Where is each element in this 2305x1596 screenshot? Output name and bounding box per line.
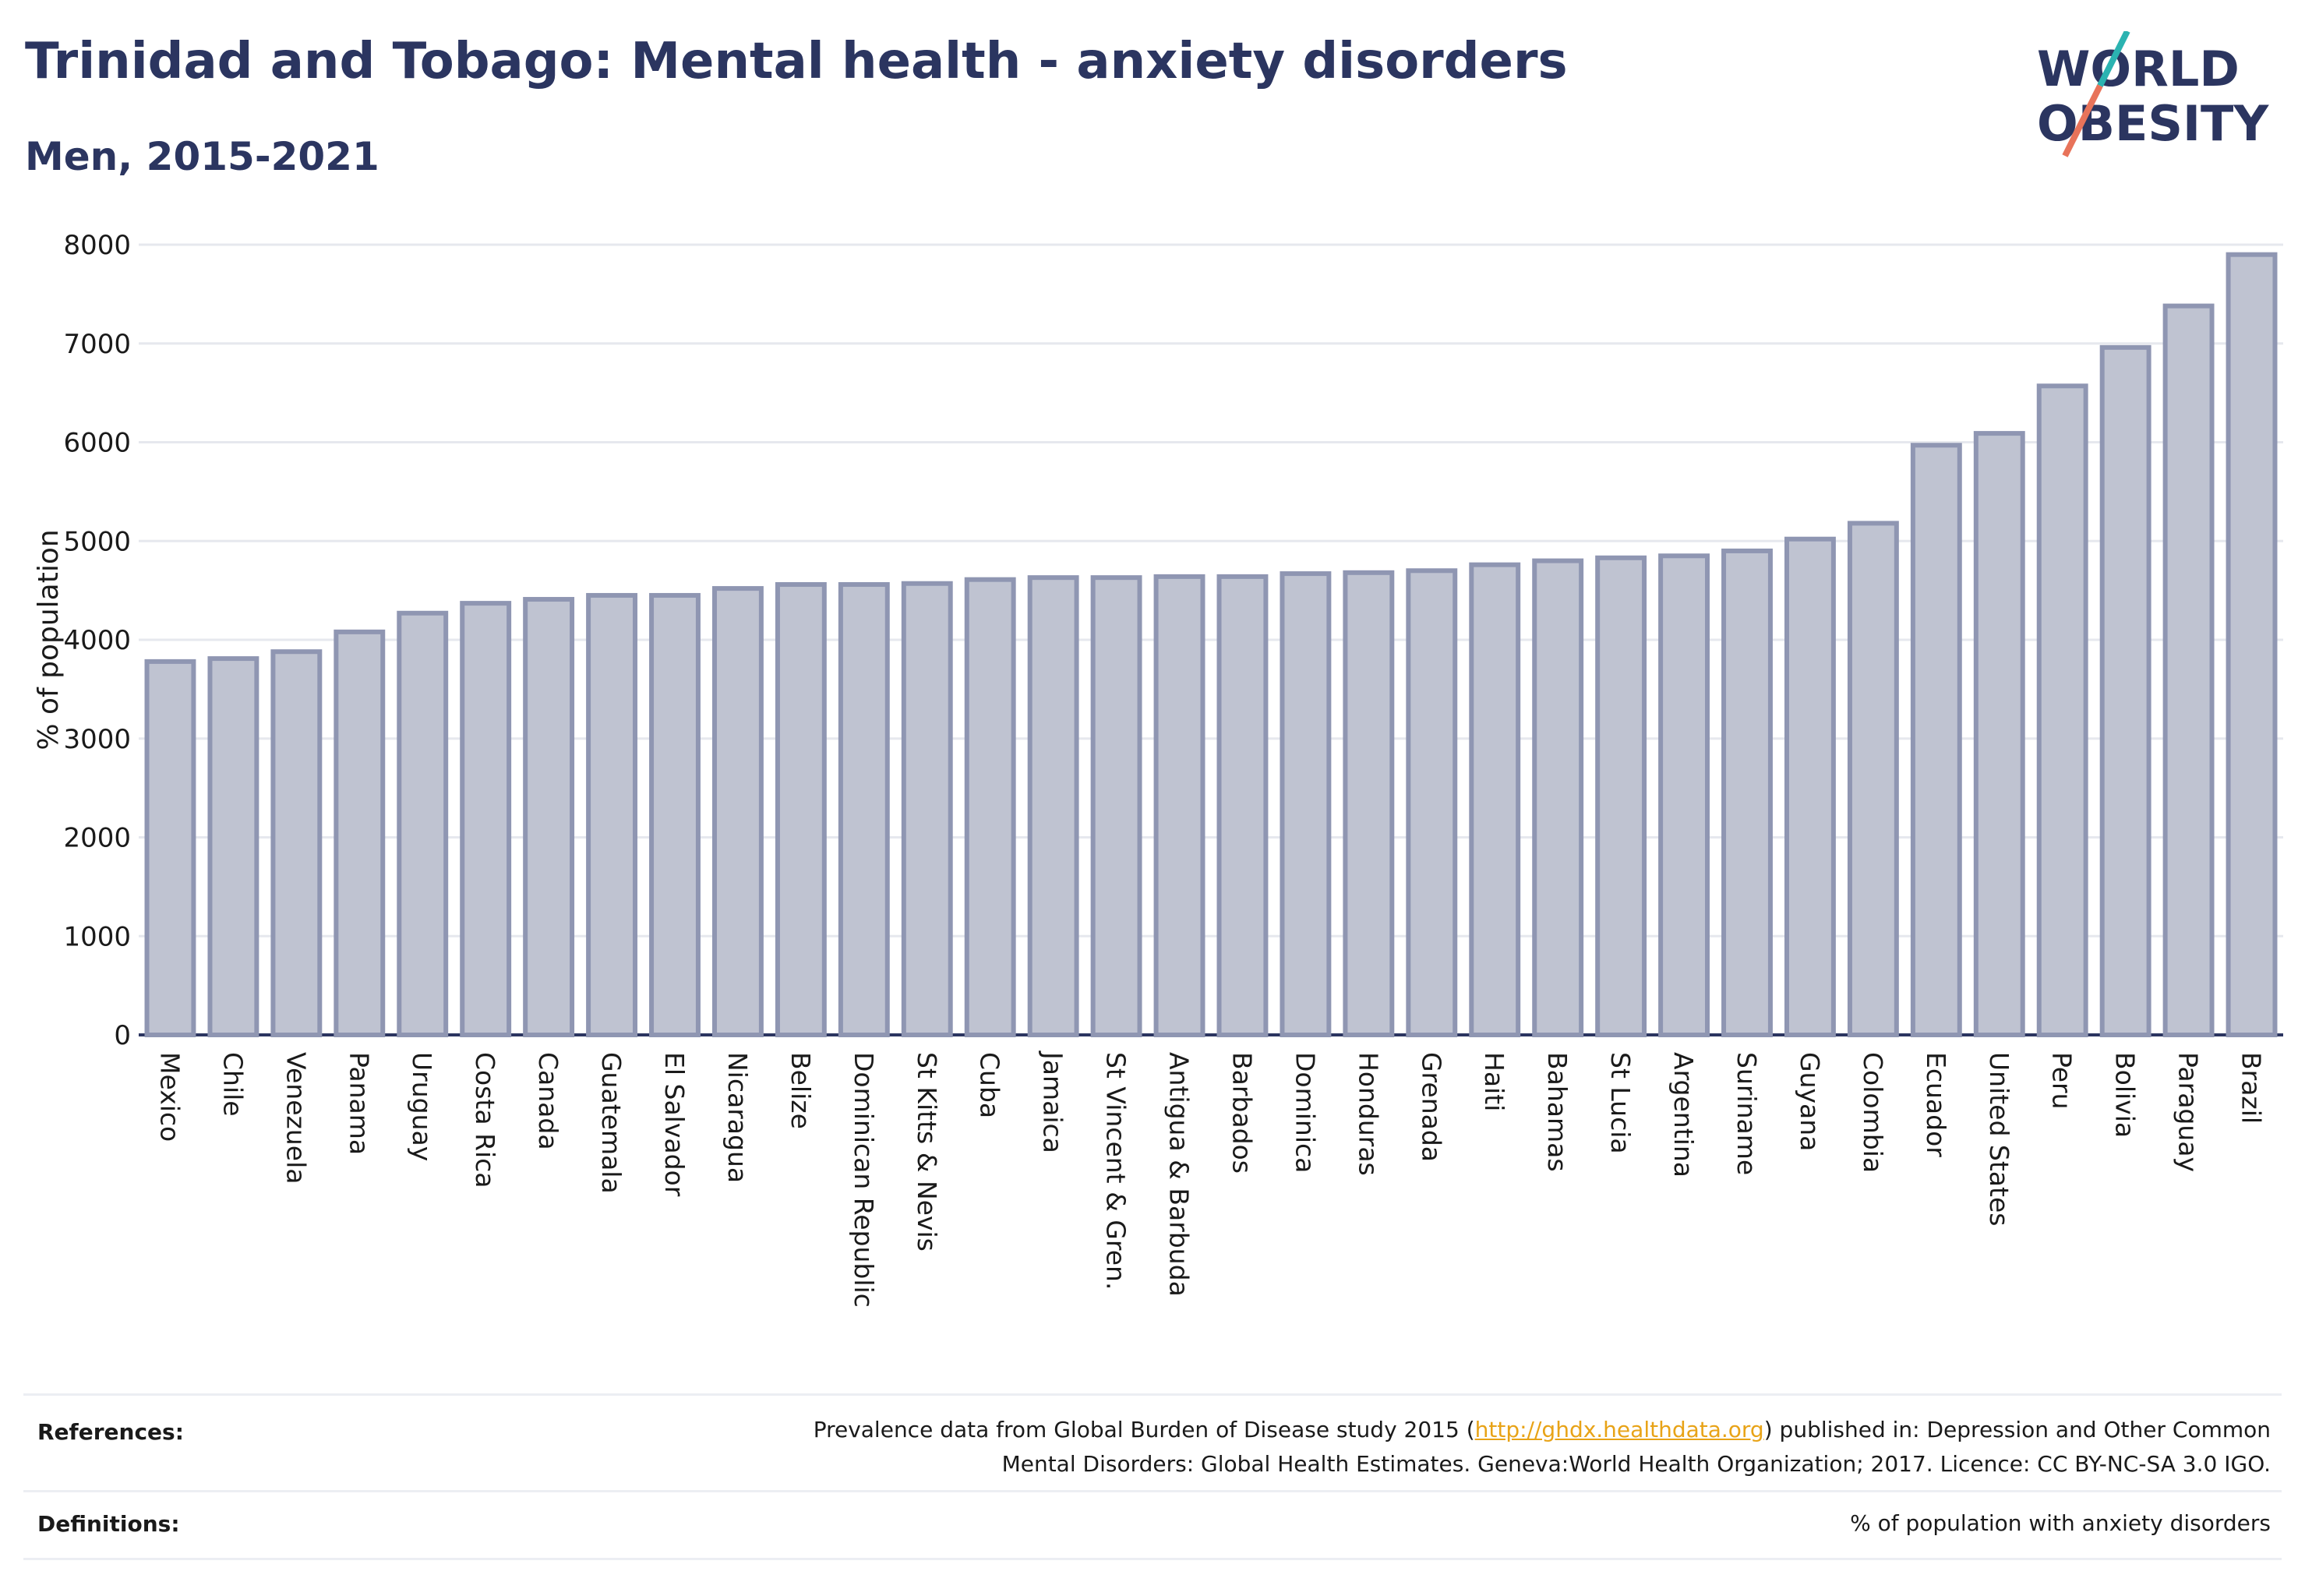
- world-obesity-logo: WORLD OBESITY: [2037, 31, 2269, 157]
- y-tick-label: 6000: [63, 428, 131, 459]
- y-tick-label: 7000: [63, 329, 131, 360]
- bar: [649, 592, 701, 1037]
- x-tick-label: Bahamas: [1542, 1052, 1573, 1172]
- bars: [144, 252, 2278, 1038]
- x-tick-label: United States: [1984, 1052, 2014, 1226]
- x-tick-label: Ecuador: [1921, 1052, 1951, 1157]
- x-tick-label: Paraguay: [2173, 1052, 2204, 1172]
- x-tick-label: Costa Rica: [470, 1052, 500, 1188]
- bar: [964, 577, 1016, 1037]
- bar: [1784, 536, 1836, 1037]
- bar: [901, 581, 953, 1037]
- x-tick-label: Cuba: [975, 1052, 1005, 1118]
- y-tick-label: 8000: [63, 230, 131, 261]
- chart-subtitle: Men, 2015-2021: [25, 134, 379, 179]
- bar: [334, 629, 386, 1037]
- references-link[interactable]: http://ghdx.healthdata.org: [1474, 1417, 1764, 1442]
- y-tick-label: 0: [114, 1020, 131, 1051]
- bar: [1721, 548, 1773, 1037]
- references-text: Prevalence data from Global Burden of Di…: [814, 1413, 2271, 1481]
- x-tick-label: St Lucia: [1605, 1052, 1636, 1154]
- logo-slash-top: [2097, 31, 2130, 87]
- bar: [397, 610, 449, 1037]
- x-tick-label: Dominican Republic: [849, 1052, 879, 1308]
- bar: [2162, 303, 2215, 1037]
- bar: [1406, 568, 1458, 1037]
- x-tick-label: Brazil: [2236, 1052, 2267, 1124]
- x-category-labels: Mexico Chile Venezuela Panama Uruguay Costa R…: [154, 1050, 2266, 1308]
- x-tick-label: Belize: [785, 1052, 816, 1129]
- definitions-row: Definitions: % of population with anxiet…: [23, 1490, 2282, 1560]
- references-text-after: ) published in: Depression and Other Com…: [1763, 1417, 2271, 1442]
- x-tick-label: Jamaica: [1038, 1050, 1068, 1153]
- bar: [1153, 574, 1205, 1037]
- x-tick-label: Guyana: [1795, 1052, 1825, 1151]
- bar: [460, 601, 512, 1037]
- logo-line1: WORLD: [2037, 41, 2240, 97]
- bar: [1910, 443, 1962, 1037]
- bar: [711, 586, 764, 1037]
- references-text-before: Prevalence data from Global Burden of Di…: [813, 1417, 1475, 1442]
- bar: [1090, 575, 1142, 1037]
- bar: [838, 582, 890, 1037]
- bar: [1469, 562, 1521, 1037]
- y-tick-label: 3000: [63, 724, 131, 755]
- logo-line2: OBESITY: [2037, 95, 2269, 152]
- x-tick-label: Panama: [344, 1052, 374, 1155]
- x-tick-label: Guatemala: [596, 1052, 627, 1194]
- x-tick-label: Bolivia: [2110, 1052, 2141, 1138]
- x-tick-label: Canada: [533, 1052, 563, 1150]
- bar: [1847, 521, 1899, 1037]
- bar-chart: 0 1000 2000 3000 4000 5000 6000 7000 8000 Mexico…: [33, 230, 2283, 1308]
- y-tick-labels: 0 1000 2000 3000 4000 5000 6000 7000 8000: [63, 230, 131, 1051]
- bar: [1595, 555, 1647, 1037]
- definitions-text: % of population with anxiety disorders: [1850, 1510, 2271, 1536]
- bar: [523, 597, 575, 1037]
- x-tick-label: St Kitts & Nevis: [912, 1052, 942, 1252]
- y-tick-label: 1000: [63, 921, 131, 952]
- bar: [2226, 252, 2278, 1037]
- bar: [775, 582, 827, 1037]
- x-tick-label: Antigua & Barbuda: [1164, 1052, 1195, 1297]
- bar: [1280, 571, 1332, 1037]
- logo-slash-bottom: [2062, 84, 2103, 157]
- bar: [207, 656, 259, 1038]
- x-tick-label: St Vincent & Gren.: [1101, 1052, 1131, 1290]
- y-tick-label: 4000: [63, 625, 131, 656]
- definitions-label: Definitions:: [37, 1511, 180, 1537]
- x-tick-label: El Salvador: [659, 1052, 690, 1197]
- bar: [1658, 553, 1710, 1037]
- y-tick-label: 2000: [63, 823, 131, 854]
- x-tick-label: Nicaragua: [722, 1052, 753, 1183]
- bar: [2099, 344, 2151, 1037]
- x-tick-label: Suriname: [1731, 1052, 1762, 1175]
- bar: [1532, 558, 1584, 1037]
- x-tick-label: Peru: [2047, 1052, 2077, 1110]
- bar: [1343, 570, 1395, 1037]
- x-tick-label: Colombia: [1858, 1052, 1888, 1173]
- x-tick-label: Chile: [217, 1052, 248, 1117]
- bar: [1027, 575, 1079, 1037]
- references-label: References:: [37, 1419, 184, 1445]
- bar: [586, 592, 638, 1037]
- bar: [1973, 431, 2025, 1037]
- y-axis-label: % of population: [33, 529, 65, 750]
- bar: [270, 649, 323, 1038]
- references-row: References: Prevalence data from Global …: [23, 1393, 2282, 1492]
- x-tick-label: Mexico: [154, 1052, 185, 1142]
- x-tick-label: Honduras: [1353, 1052, 1383, 1176]
- bar: [2036, 383, 2088, 1037]
- x-tick-label: Venezuela: [281, 1052, 311, 1184]
- y-tick-label: 5000: [63, 526, 131, 557]
- x-tick-label: Dominica: [1290, 1052, 1320, 1173]
- x-tick-label: Barbados: [1227, 1052, 1257, 1174]
- chart-title: Trinidad and Tobago: Mental health - anx…: [25, 33, 1568, 90]
- x-tick-label: Argentina: [1668, 1052, 1699, 1178]
- bar: [1216, 574, 1269, 1037]
- x-tick-label: Grenada: [1416, 1052, 1446, 1162]
- bar: [144, 659, 196, 1037]
- references-line2: Mental Disorders: Global Health Estimate…: [1001, 1451, 2271, 1477]
- x-tick-label: Haiti: [1479, 1052, 1509, 1111]
- x-tick-label: Uruguay: [407, 1052, 437, 1161]
